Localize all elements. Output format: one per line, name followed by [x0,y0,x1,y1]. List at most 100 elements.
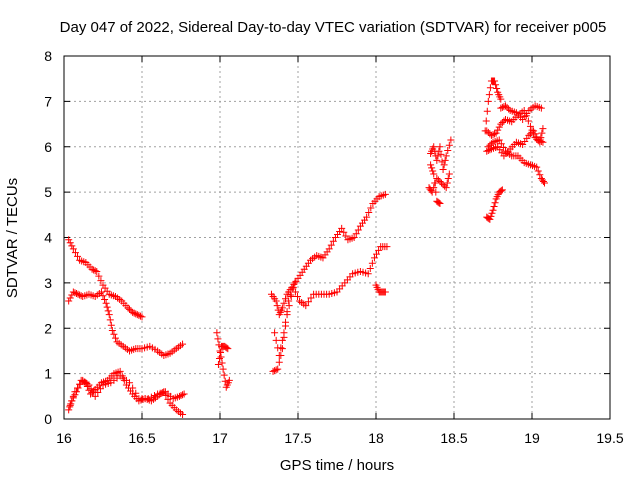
x-tick-label: 19.5 [596,430,623,446]
data-point [538,129,546,137]
data-point [289,283,297,291]
data-point [497,120,505,128]
data-point [498,119,506,127]
data-point [483,107,491,115]
data-point [65,406,73,414]
data-point [495,136,503,144]
data-point [491,77,499,85]
data-point [65,236,73,244]
data-point [69,245,77,253]
data-point [487,131,495,139]
data-point [74,252,82,260]
data-point [338,224,346,232]
data-point [105,311,113,319]
data-point [528,128,536,136]
data-point [221,377,229,385]
data-point [493,85,501,93]
data-point [520,106,528,114]
data-point [431,179,439,187]
data-point [533,163,541,171]
data-point [177,392,185,400]
data-point [430,184,438,192]
series-markers [427,161,444,207]
data-point [180,390,188,398]
data-point [278,304,286,312]
data-point [133,311,141,319]
data-point [66,294,74,302]
chart-title: Day 047 of 2022, Sidereal Day-to-day VTE… [60,19,607,36]
data-point [534,136,542,144]
data-point [429,167,437,175]
data-point [282,318,290,326]
data-point [499,144,507,152]
data-point [76,291,84,299]
data-point [218,359,226,367]
data-point [271,367,279,375]
data-point [530,127,538,135]
y-tick-label: 6 [44,139,52,155]
data-point [99,292,107,300]
data-point [540,179,548,187]
data-point [441,156,449,164]
data-point [108,327,116,335]
data-point [269,367,277,375]
data-point [69,288,77,296]
series-markers [372,281,389,296]
data-point [272,366,280,374]
x-tick-label: 19 [524,430,540,446]
data-point [74,290,82,298]
data-point [93,268,101,276]
data-point [76,380,84,388]
data-point [91,267,99,275]
data-point [536,137,544,145]
data-point [97,277,105,285]
data-point [354,226,362,234]
data-point [497,95,505,103]
data-point [498,186,506,194]
data-point [147,393,155,401]
data-point [432,188,440,196]
y-tick-label: 5 [44,184,52,200]
data-point [129,384,137,392]
data-point [97,288,105,296]
data-point [325,245,333,253]
data-point [375,246,383,254]
data-point [539,138,547,146]
data-markers [65,77,548,418]
data-point [497,140,505,148]
data-point [539,178,547,186]
data-point [90,266,98,274]
data-point [83,382,91,390]
series-markers [483,186,506,223]
series-markers [65,236,146,321]
data-point [71,249,79,257]
data-point [435,199,443,207]
data-point [350,234,358,241]
data-point [277,344,285,352]
data-point [442,184,450,192]
data-point [531,130,539,138]
data-point [327,241,335,249]
data-point [101,296,109,304]
data-point [445,170,453,178]
data-point [285,302,293,310]
data-point [534,167,542,175]
data-point [107,321,115,329]
data-point [175,392,183,400]
y-tick-label: 0 [44,411,52,427]
data-point [522,112,530,120]
data-point [138,313,146,321]
data-point [492,81,500,89]
data-point [71,289,79,297]
data-point [533,133,541,141]
data-point [434,176,442,184]
data-point [501,102,509,110]
data-point [85,381,93,389]
data-point [505,105,513,113]
series-markers [267,190,389,319]
data-point [445,141,453,149]
data-point [497,187,505,195]
data-point [66,239,74,247]
data-point [381,190,389,198]
data-point [484,143,492,151]
